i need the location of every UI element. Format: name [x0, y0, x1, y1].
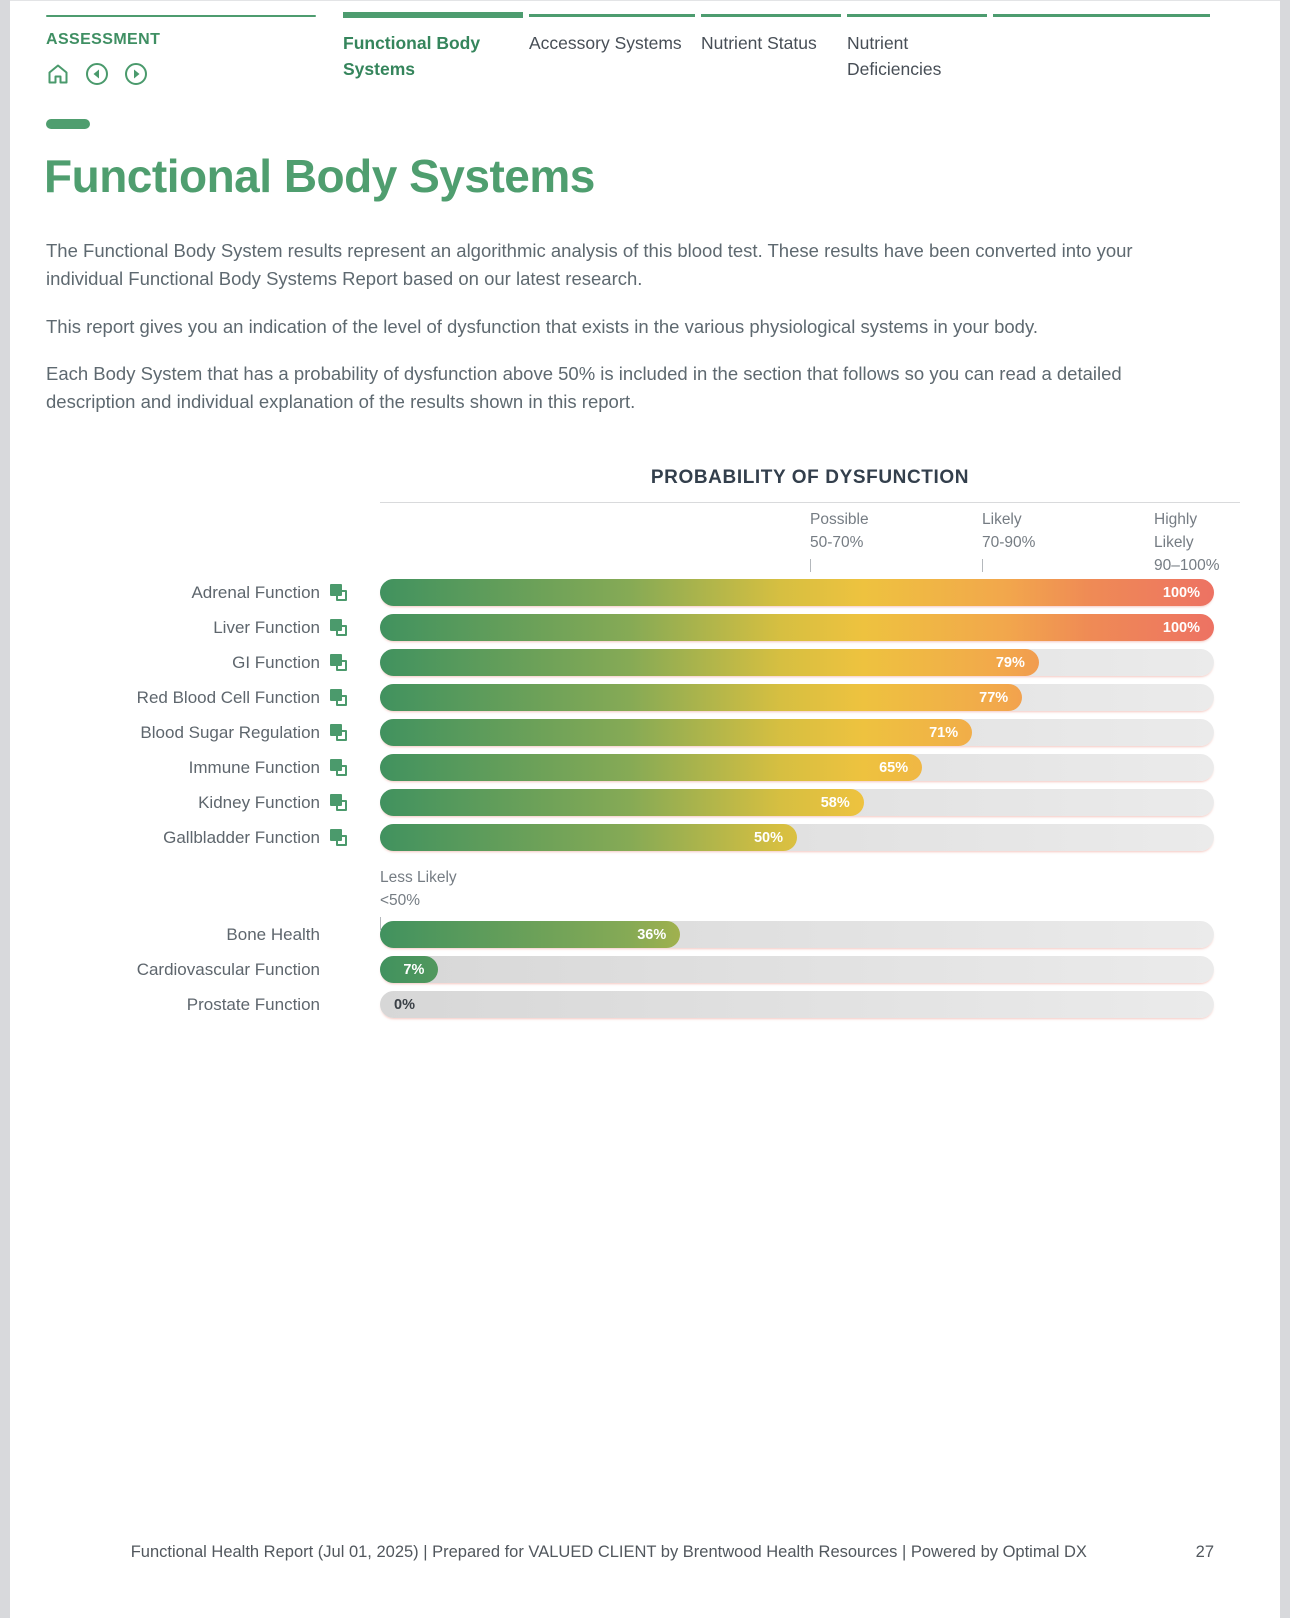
- threshold-likely: Likely 70-90%: [982, 509, 1035, 572]
- title-accent-dash: [46, 119, 90, 129]
- probability-value: 77%: [979, 689, 1009, 706]
- chart-top-rule: [380, 502, 1240, 503]
- chart-row-label[interactable]: Liver Function: [213, 617, 320, 637]
- intro-text: The Functional Body System results repre…: [46, 237, 1200, 436]
- chart-row-label[interactable]: Kidney Function: [198, 792, 320, 812]
- assessment-divider: [46, 15, 316, 17]
- chart-row: Cardiovascular Function 7%: [46, 952, 1214, 987]
- probability-bar-fill: 50%: [380, 824, 797, 851]
- assessment-tabs: Functional Body Systems Accessory System…: [343, 12, 1210, 83]
- probability-bar-fill: 71%: [380, 719, 973, 746]
- threshold-tick: [982, 558, 983, 572]
- threshold-tick: [810, 558, 811, 572]
- chart-row-label[interactable]: Gallbladder Function: [163, 827, 320, 847]
- probability-value: 36%: [637, 926, 667, 943]
- threshold-tick: [380, 916, 381, 930]
- threshold-scale: Possible 50-70% Likely 70-90% Highly Lik…: [380, 503, 1240, 575]
- rows-below-50: Bone Health 36% Cardiovascular Function 7% P…: [46, 917, 1214, 1022]
- section-link-icon[interactable]: [330, 794, 347, 811]
- probability-bar-track: 79%: [380, 649, 1214, 676]
- probability-bar-track: 71%: [380, 719, 1214, 746]
- tab-nutrient-status[interactable]: Nutrient Status: [701, 14, 841, 83]
- next-page-icon[interactable]: [124, 62, 148, 86]
- probability-value: 71%: [929, 724, 959, 741]
- probability-bar-track: 100%: [380, 579, 1214, 606]
- probability-bar-fill: 58%: [380, 789, 864, 816]
- section-link-icon[interactable]: [330, 654, 347, 671]
- page-footer: Functional Health Report (Jul 01, 2025) …: [46, 1543, 1214, 1562]
- chart-row-label[interactable]: Immune Function: [188, 757, 320, 777]
- page-number: 27: [1195, 1543, 1214, 1561]
- probability-value: 100%: [1162, 584, 1200, 601]
- section-link-icon[interactable]: [330, 584, 347, 601]
- chart-row: Gallbladder Function 50%: [46, 820, 1214, 855]
- threshold-possible: Possible 50-70%: [810, 509, 869, 572]
- chart-row-label: Cardiovascular Function: [136, 959, 320, 979]
- probability-value: 0%: [394, 996, 415, 1013]
- threshold-less-likely: Less Likely <50%: [380, 855, 1214, 930]
- probability-bar-track: 58%: [380, 789, 1214, 816]
- probability-bar-fill: 36%: [380, 921, 681, 948]
- chart-row: GI Function 79%: [46, 645, 1214, 680]
- chart-row: Immune Function 65%: [46, 750, 1214, 785]
- probability-bar-fill: 77%: [380, 684, 1023, 711]
- probability-bar-fill: 65%: [380, 754, 923, 781]
- probability-bar-track: 77%: [380, 684, 1214, 711]
- chart-row: Blood Sugar Regulation 71%: [46, 715, 1214, 750]
- chart-row-label: Prostate Function: [186, 994, 320, 1014]
- chart-row: Kidney Function 58%: [46, 785, 1214, 820]
- assessment-header: ASSESSMENT: [46, 15, 316, 86]
- probability-value: 58%: [820, 794, 850, 811]
- probability-bar-fill: 100%: [380, 614, 1214, 641]
- tab-nutrient-deficiencies[interactable]: Nutrient Deficiencies: [847, 14, 987, 83]
- section-link-icon[interactable]: [330, 759, 347, 776]
- section-link-icon[interactable]: [330, 724, 347, 741]
- tab-accessory-systems[interactable]: Accessory Systems: [529, 14, 695, 83]
- probability-bar-track: 7%: [380, 956, 1214, 983]
- chart-row: Liver Function 100%: [46, 610, 1214, 645]
- probability-bar-fill: 79%: [380, 649, 1039, 676]
- chart-row-label[interactable]: GI Function: [232, 652, 320, 672]
- chart-row-label[interactable]: Adrenal Function: [191, 582, 320, 602]
- chart-row-label[interactable]: Red Blood Cell Function: [136, 687, 320, 707]
- rows-above-50: Adrenal Function 100% Liver Function 100% GI…: [46, 575, 1214, 855]
- probability-value: 50%: [753, 829, 783, 846]
- probability-chart: PROBABILITY OF DYSFUNCTION Possible 50-7…: [46, 467, 1240, 1022]
- probability-bar-fill: 100%: [380, 579, 1214, 606]
- chart-row: Prostate Function 0%: [46, 987, 1214, 1022]
- report-page: ASSESSMENT Functio: [10, 0, 1280, 1618]
- footer-text: Functional Health Report (Jul 01, 2025) …: [130, 1543, 1087, 1561]
- section-link-icon[interactable]: [330, 689, 347, 706]
- page-title: Functional Body Systems: [44, 150, 595, 202]
- chart-row-label[interactable]: Blood Sugar Regulation: [140, 722, 320, 742]
- prev-page-icon[interactable]: [85, 62, 109, 86]
- intro-paragraph: This report gives you an indication of t…: [46, 315, 1038, 337]
- section-link-icon[interactable]: [330, 829, 347, 846]
- chart-row: Red Blood Cell Function 77%: [46, 680, 1214, 715]
- section-label: ASSESSMENT: [46, 31, 161, 48]
- chart-title: PROBABILITY OF DYSFUNCTION: [650, 467, 970, 488]
- probability-value: 7%: [403, 961, 425, 978]
- section-link-icon[interactable]: [330, 619, 347, 636]
- chart-row: Bone Health 36%: [46, 917, 1214, 952]
- probability-value: 65%: [879, 759, 909, 776]
- chart-row-label: Bone Health: [226, 924, 320, 944]
- probability-bar-track: 50%: [380, 824, 1214, 851]
- intro-paragraph: The Functional Body System results repre…: [46, 240, 1133, 289]
- probability-bar-track: 65%: [380, 754, 1214, 781]
- home-icon[interactable]: [46, 62, 70, 86]
- probability-bar-track: 0%: [380, 991, 1214, 1018]
- chart-row: Adrenal Function 100%: [46, 575, 1214, 610]
- probability-bar-track: 100%: [380, 614, 1214, 641]
- intro-paragraph: Each Body System that has a probability …: [46, 363, 1122, 412]
- probability-value: 79%: [995, 654, 1025, 671]
- probability-bar-fill: 7%: [380, 956, 439, 983]
- probability-value: 100%: [1162, 619, 1200, 636]
- tab-functional-body-systems[interactable]: Functional Body Systems: [343, 12, 523, 83]
- probability-bar-track: 36%: [380, 921, 1214, 948]
- threshold-highly-likely: Highly Likely 90–100%: [1154, 511, 1220, 574]
- tab-rail-filler: [993, 14, 1210, 83]
